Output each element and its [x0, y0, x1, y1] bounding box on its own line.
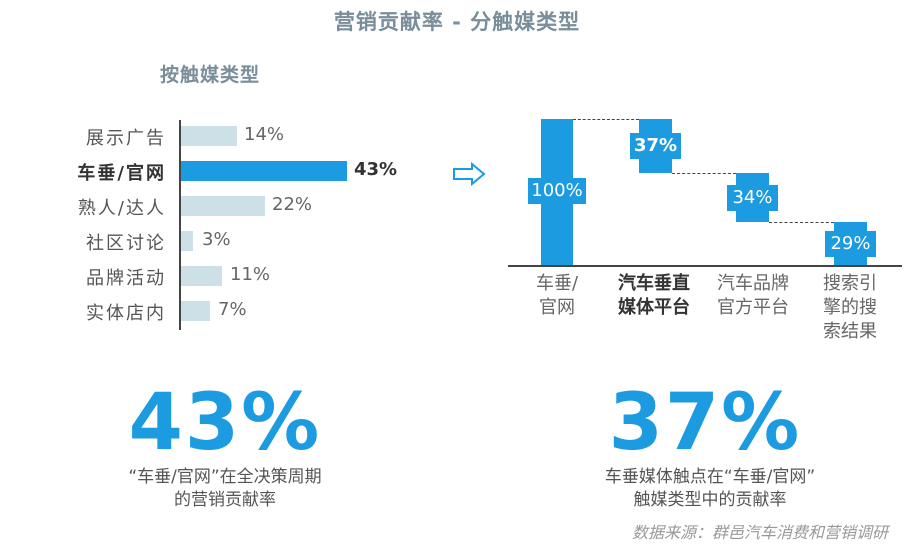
waterfall-value-highlight: 37% [630, 133, 681, 159]
stat-caption-right: 车垂媒体触点在“车垂/官网” 触媒类型中的贡献率 [604, 467, 816, 510]
stat-caption-left: “车垂/官网”在全决策周期 的营销贡献率 [128, 467, 322, 510]
bar [181, 231, 193, 251]
stat-value-left: 43% [128, 378, 322, 468]
connector-line [573, 119, 639, 120]
bar-label: 熟人/达人 [77, 198, 166, 219]
connector-line [672, 173, 736, 174]
bar [181, 196, 265, 216]
bar [181, 301, 210, 321]
data-source: 数据来源：群邑汽车消费和营销调研 [631, 523, 888, 542]
bar-value: 22% [272, 194, 313, 215]
stat-value-right: 37% [608, 378, 802, 468]
bar-value: 3% [202, 229, 231, 250]
bar-highlight [181, 161, 347, 181]
y-axis-line [179, 120, 181, 330]
connector-line [769, 222, 834, 223]
bar-value: 14% [244, 124, 285, 145]
bar-label: 实体店内 [86, 303, 166, 324]
bar-label: 社区讨论 [86, 233, 166, 254]
bar [181, 126, 237, 146]
left-chart-subtitle: 按触媒类型 [160, 64, 261, 86]
waterfall-category-highlight: 汽车垂直 媒体平台 [618, 273, 690, 318]
right-arrow-icon [452, 161, 486, 190]
bar-value-highlight: 43% [354, 159, 398, 180]
bar-label: 展示广告 [86, 128, 166, 149]
bar-value: 7% [218, 299, 247, 320]
waterfall-category: 搜索引 擎的搜 索结果 [823, 273, 877, 342]
waterfall-category: 车垂/ 官网 [535, 273, 579, 318]
bar-label: 品牌活动 [86, 268, 166, 289]
bar-value: 11% [230, 264, 271, 285]
page-title: 营销贡献率 - 分触媒类型 [333, 10, 581, 34]
bar-label-highlight: 车垂/官网 [77, 163, 166, 184]
waterfall-value: 34% [727, 185, 778, 211]
bar [181, 266, 222, 286]
waterfall-value: 29% [825, 231, 876, 257]
x-axis-line [508, 265, 902, 267]
waterfall-category: 汽车品牌 官方平台 [717, 273, 789, 318]
waterfall-value: 100% [528, 178, 586, 204]
